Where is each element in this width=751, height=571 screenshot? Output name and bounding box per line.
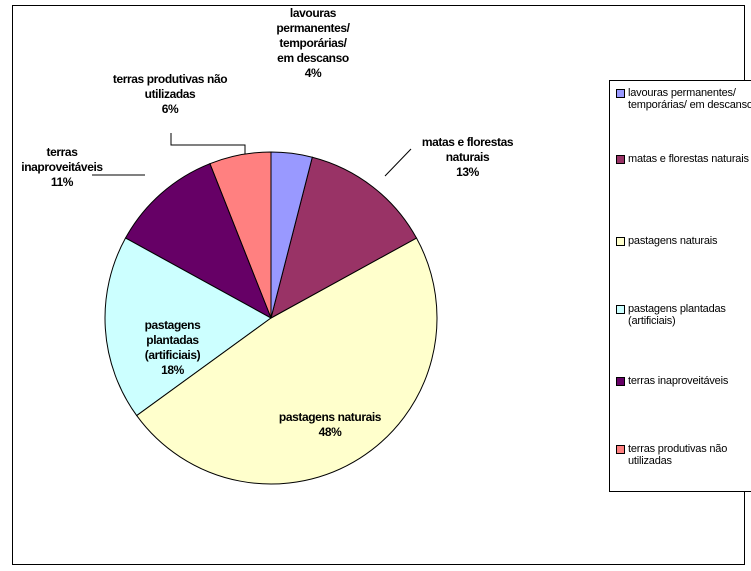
legend-label: terras produtivas não utilizadas (628, 443, 728, 467)
label-value: 11% (50, 175, 74, 189)
data-label: pastagens plantadas (artificiais) 18% (125, 318, 220, 378)
legend-swatch (616, 377, 625, 386)
legend: lavouras permanentes/ temporárias/ em de… (609, 80, 751, 492)
data-label: lavouras permanentes/ temporárias/ em de… (270, 6, 356, 81)
leader-lines (92, 133, 412, 177)
label-name: terras produtivas não utilizadas (112, 72, 228, 101)
label-value: 13% (456, 165, 479, 179)
legend-label: matas e florestas naturais (628, 153, 749, 165)
legend-label: terras inaproveitáveis (628, 375, 729, 387)
label-value: 18% (161, 363, 184, 377)
label-value: 48% (318, 425, 342, 439)
pie-slice (124, 163, 272, 320)
label-name: matas e florestas naturais (421, 135, 514, 164)
legend-label: pastagens plantadas (artificiais) (628, 303, 726, 327)
legend-swatch (616, 89, 625, 98)
label-value: 6% (161, 102, 179, 116)
data-label: terras produtivas não utilizadas 6% (95, 72, 245, 117)
label-value: 4% (304, 66, 322, 80)
data-label: pastagens naturais 48% (240, 410, 420, 440)
leader-line (384, 148, 412, 177)
leader-line (170, 133, 246, 154)
data-label: terras inaproveitáveis 11% (12, 145, 112, 190)
legend-swatch (616, 305, 625, 314)
legend-label: lavouras permanentes/ temporárias/ em de… (628, 87, 751, 111)
label-name: pastagens plantadas (artificiais) (144, 318, 201, 362)
legend-swatch (616, 445, 625, 454)
label-name: terras inaproveitáveis (21, 145, 103, 174)
pie-slice (270, 156, 418, 319)
pie-slice (104, 237, 272, 417)
pie-slice (136, 237, 438, 485)
legend-swatch (616, 155, 625, 164)
label-name: pastagens naturais (278, 410, 382, 424)
pie-slice (270, 151, 313, 319)
legend-swatch (616, 237, 625, 246)
data-label: matas e florestas naturais 13% (405, 135, 530, 180)
label-name: lavouras permanentes/ temporárias/ em de… (276, 6, 350, 65)
legend-label: pastagens naturais (628, 235, 718, 247)
